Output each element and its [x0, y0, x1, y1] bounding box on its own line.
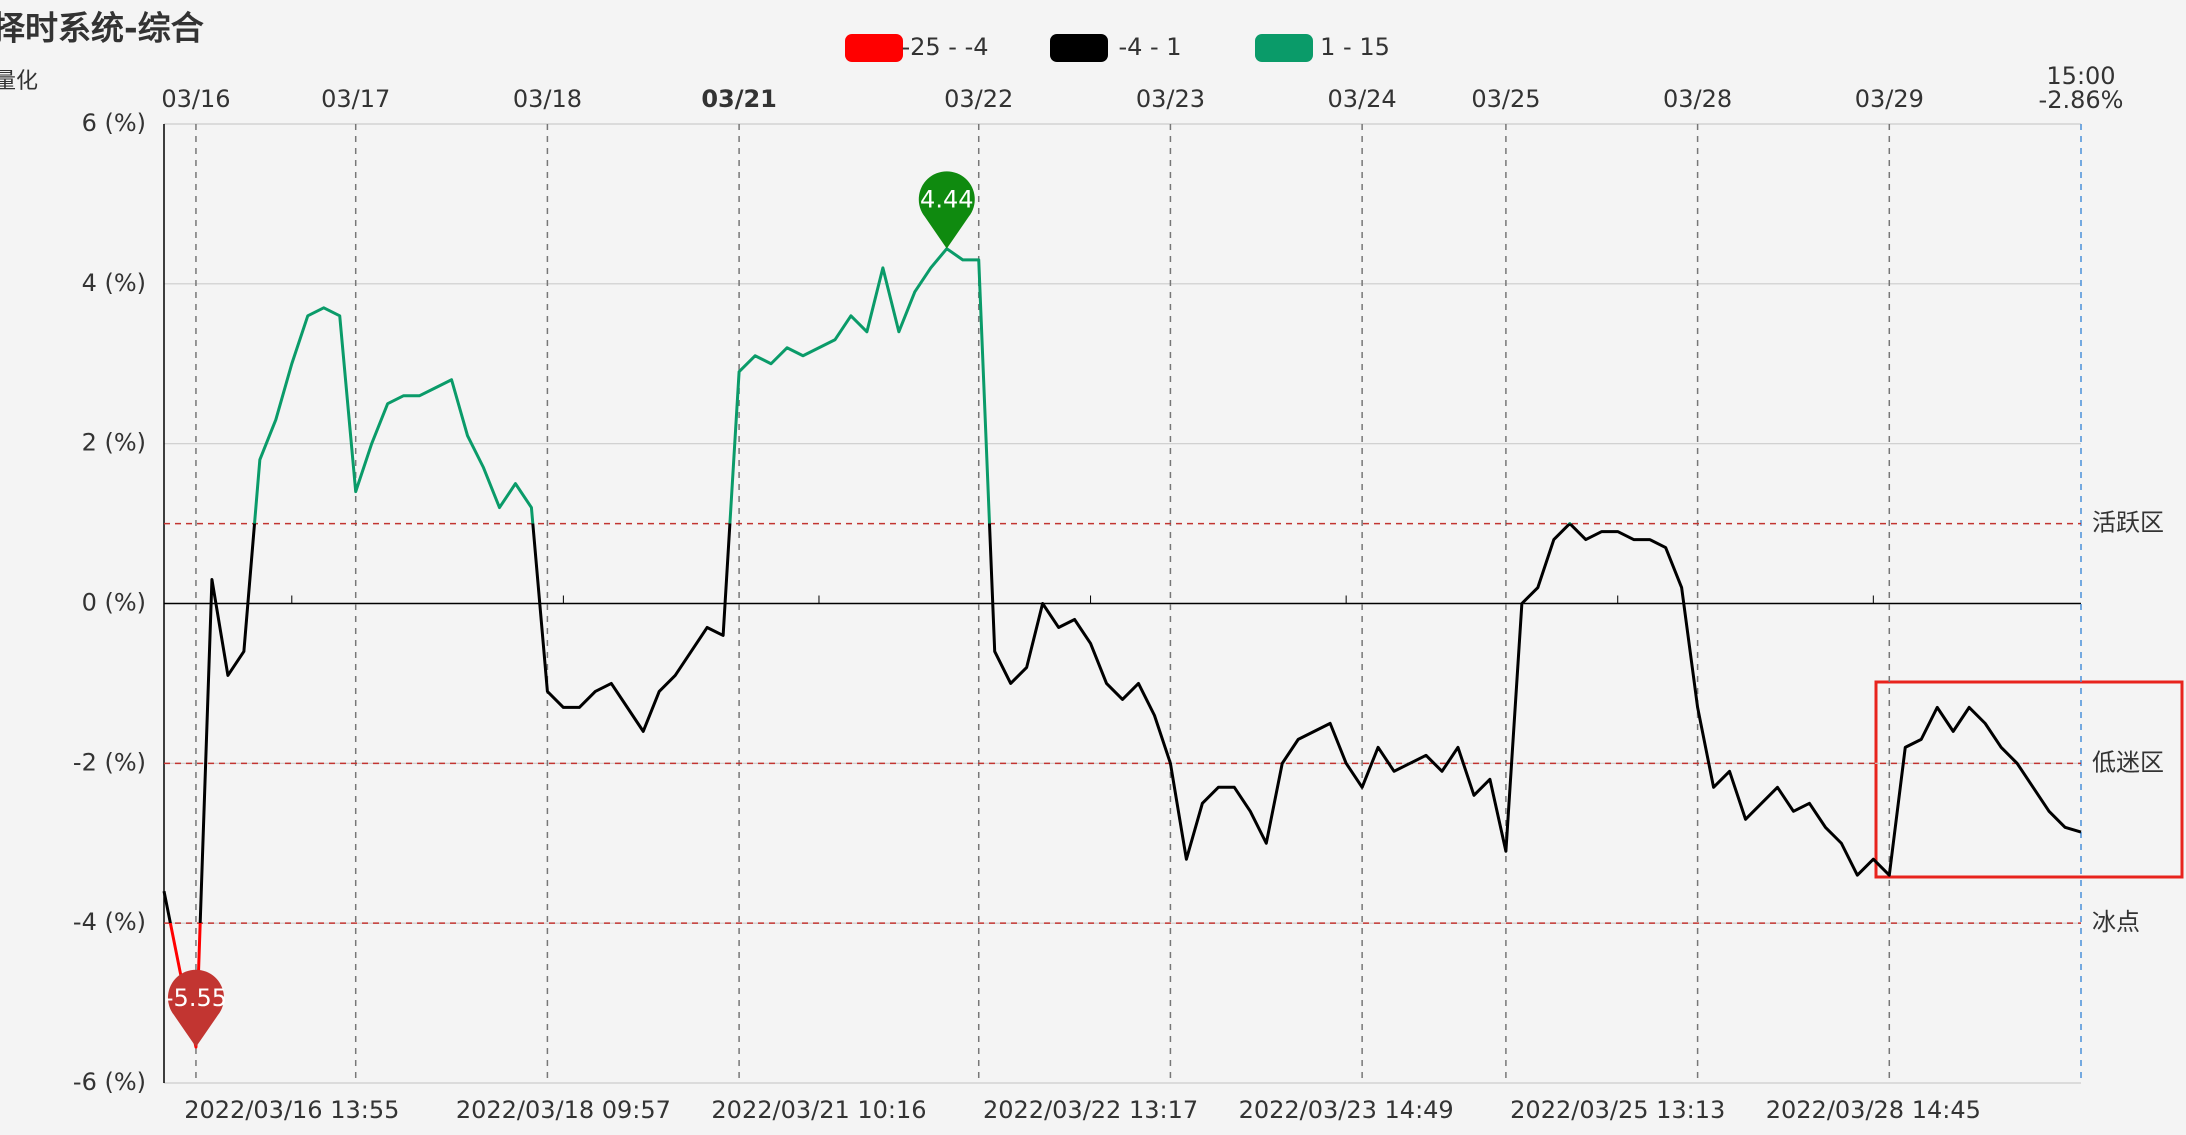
legend-swatch — [1255, 34, 1313, 62]
x-tick-label: 03/28 — [1663, 85, 1732, 113]
x-tick-label: 03/16 — [161, 85, 230, 113]
line — [162, 247, 2082, 1049]
end-label: -2.86% — [2039, 86, 2124, 114]
y-tick-label: 2 (%) — [82, 429, 146, 457]
x-tick-label: 03/21 — [701, 85, 777, 113]
y-tick-label: 0 (%) — [82, 589, 146, 617]
pin — [167, 969, 224, 1048]
x-bottom-label: 2022/03/25 13:13 — [1510, 1096, 1725, 1124]
legend-label: -4 - 1 — [1118, 33, 1181, 61]
x-tick-label: 03/24 — [1328, 85, 1397, 113]
chart-title: 择时系统-综合 — [0, 9, 204, 48]
y-tick-label: -4 (%) — [73, 908, 146, 936]
legend-label: -25 - -4 — [901, 33, 988, 61]
x-bottom-label: 2022/03/16 13:55 — [184, 1096, 399, 1124]
x-tick-label: 03/29 — [1855, 85, 1924, 113]
pin-label: 4.44 — [920, 186, 973, 214]
reference-label: 低迷区 — [2092, 748, 2164, 776]
x-bottom-label: 2022/03/28 14:45 — [1766, 1096, 1981, 1124]
pin — [918, 171, 975, 249]
y-tick-label: -2 (%) — [73, 748, 146, 776]
legend-label: 1 - 15 — [1320, 33, 1390, 61]
y-tick-label: -6 (%) — [73, 1068, 146, 1096]
y-tick-label: 4 (%) — [82, 269, 146, 297]
x-bottom-label: 2022/03/21 10:16 — [711, 1096, 926, 1124]
y-tick-label: 6 (%) — [82, 109, 146, 137]
x-bottom-label: 2022/03/22 13:17 — [983, 1096, 1198, 1124]
x-tick-label: 03/18 — [513, 85, 582, 113]
x-bottom-label: 2022/03/23 14:49 — [1239, 1096, 1454, 1124]
chart-subtitle: 量化 — [0, 69, 38, 94]
pin-label: -5.55 — [165, 984, 227, 1012]
x-bottom-label: 2022/03/18 09:57 — [456, 1096, 671, 1124]
x-tick-label: 03/17 — [321, 85, 390, 113]
legend-swatch — [1050, 34, 1108, 62]
reference-label: 活跃区 — [2092, 509, 2164, 537]
reference-label: 冰点 — [2092, 908, 2140, 936]
x-tick-label: 03/22 — [944, 85, 1013, 113]
x-tick-label: 15:00 — [2046, 62, 2115, 90]
legend-swatch — [845, 34, 903, 62]
x-tick-label: 03/25 — [1471, 85, 1540, 113]
highlight-box — [1874, 680, 2184, 879]
x-tick-label: 03/23 — [1136, 85, 1205, 113]
